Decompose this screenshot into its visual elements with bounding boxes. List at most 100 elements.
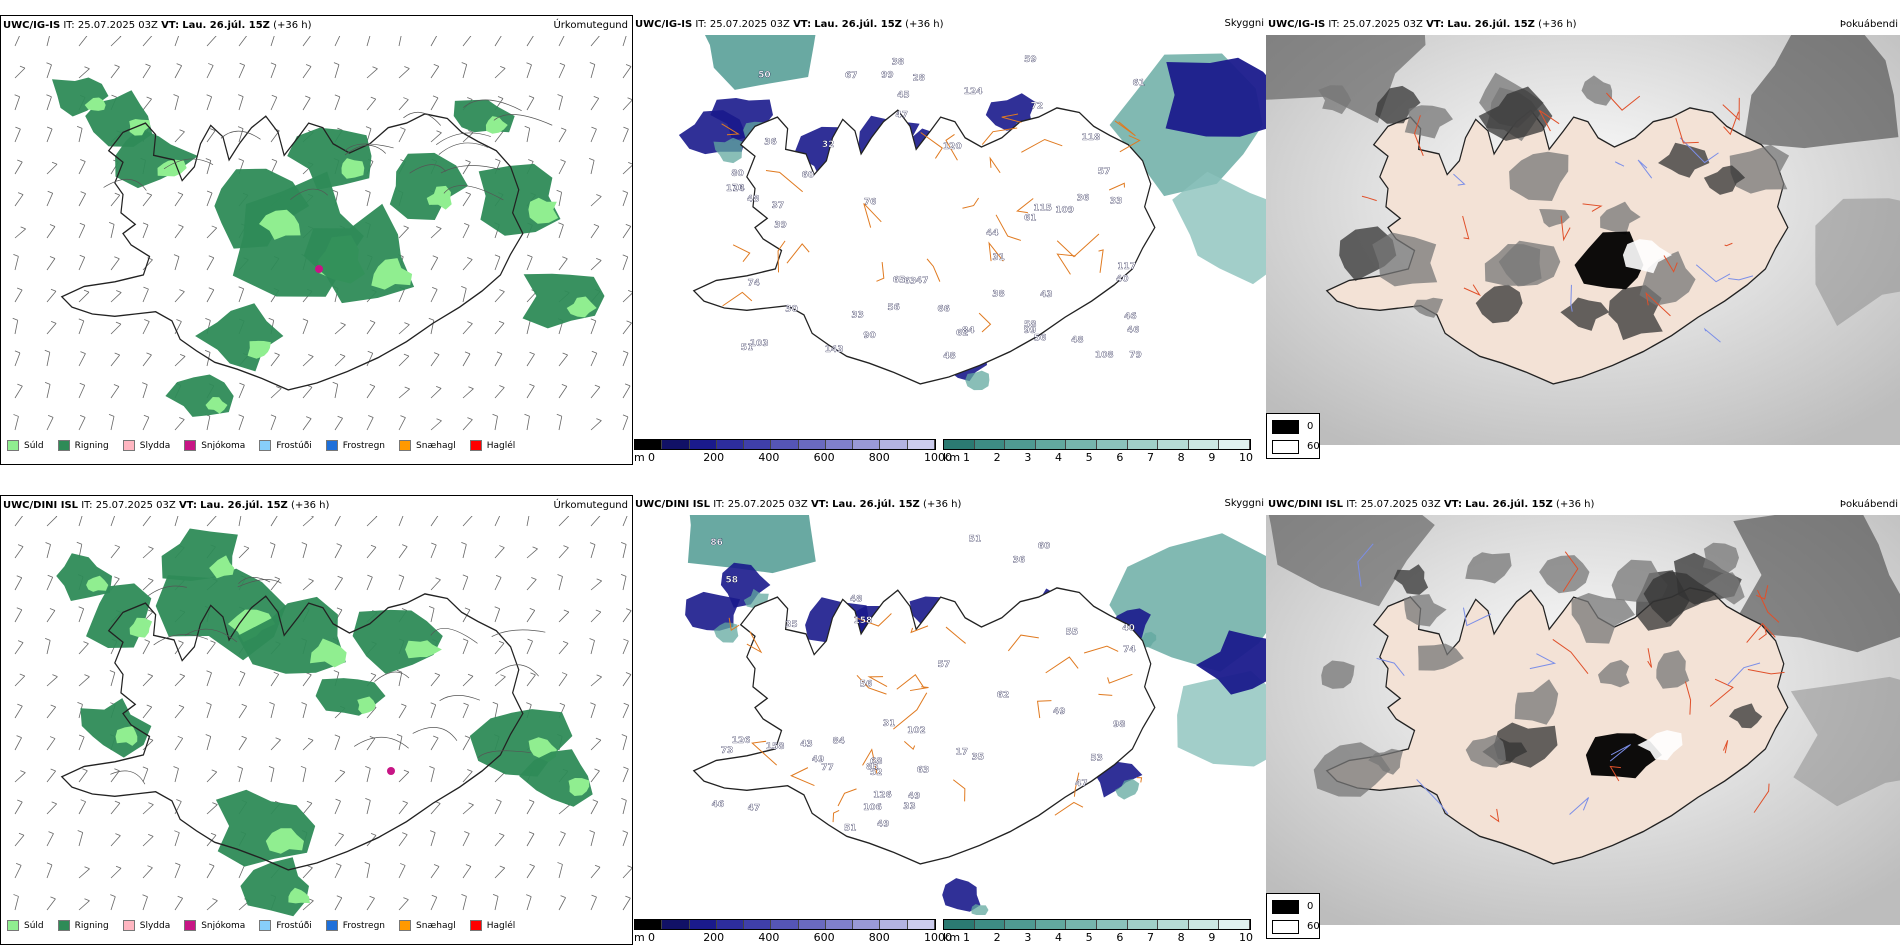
- wind-barb-flag: [237, 126, 244, 129]
- wind-barb: [46, 864, 53, 879]
- wind-barb: [494, 771, 506, 783]
- wind-barb-flag: [307, 737, 314, 741]
- fog-index-area: [1539, 555, 1590, 594]
- wind-barb-flag: [206, 702, 212, 706]
- colorbar-tick-label: 600: [813, 931, 835, 944]
- panel-header: UWC/IG-IS IT: 25.07.2025 03Z VT: Lau. 26…: [635, 19, 944, 30]
- wind-barb: [110, 416, 115, 431]
- wind-barb: [526, 516, 530, 527]
- wind-barb: [430, 544, 437, 559]
- cloud-base-label: 57: [938, 660, 951, 670]
- visibility-colorbar: km 1 2 3 4 5 6 7 8 9 10: [943, 915, 1263, 945]
- road-line: [1007, 634, 1039, 652]
- cloud-base-label: 73: [721, 746, 734, 756]
- cloud-base-label: 58: [725, 575, 738, 585]
- colorbar-strip: [634, 919, 936, 930]
- wind-barb: [366, 707, 377, 719]
- wind-barb: [110, 194, 121, 207]
- colorbar-tick-label: 6: [1116, 931, 1124, 944]
- road-line: [1056, 253, 1076, 275]
- road-line: [1663, 255, 1678, 273]
- contour-line: [345, 143, 394, 151]
- legend-item: Haglél: [469, 440, 515, 451]
- wind-barb: [398, 865, 406, 879]
- wind-barb: [206, 642, 216, 655]
- wind-barb-flag: [403, 97, 409, 100]
- wind-barb: [206, 257, 215, 271]
- wind-barb-flag: [110, 894, 116, 898]
- colorbar-unit: km: [943, 931, 961, 944]
- road-line: [896, 673, 925, 690]
- wind-barb: [206, 804, 218, 815]
- cloud-base-label: 49: [1053, 707, 1066, 717]
- legend-item: Frostregn: [325, 440, 385, 451]
- wind-barb-flag: [496, 799, 502, 802]
- colorbar-tick-label: 600: [813, 451, 835, 464]
- wind-barb: [334, 578, 343, 591]
- wind-barb-flag: [622, 190, 628, 194]
- legend-label: Rigning: [74, 920, 109, 931]
- rain-area: [165, 374, 234, 417]
- wind-barb-flag: [48, 831, 54, 834]
- wind-barb: [46, 36, 50, 47]
- colorbar-segment: [853, 920, 881, 929]
- wind-barb-flag: [20, 226, 26, 230]
- wind-barb: [366, 897, 375, 911]
- fog-visibility-area: [713, 622, 739, 643]
- wind-barb: [494, 130, 504, 143]
- wind-barb: [334, 36, 341, 47]
- contour-line: [491, 629, 546, 637]
- wind-barb: [174, 194, 184, 207]
- wind-barb-flag: [13, 894, 19, 897]
- wind-barb: [462, 323, 473, 335]
- wind-barb-flag: [560, 831, 566, 834]
- cloud-base-label: 103: [750, 339, 769, 349]
- wind-barb-flag: [528, 95, 535, 99]
- cloud-base-label: 47: [1075, 779, 1088, 789]
- wind-barb-flag: [268, 317, 274, 321]
- wind-barb-flag: [76, 125, 83, 129]
- wind-barb-flag: [115, 833, 121, 836]
- wind-barb: [302, 418, 312, 431]
- wind-barb: [590, 196, 602, 207]
- legend-label: Frostúði: [276, 920, 312, 931]
- wind-barb: [590, 160, 595, 175]
- wind-barb-flag: [528, 831, 535, 835]
- wind-barb-flag: [83, 641, 89, 645]
- wind-barb: [46, 898, 56, 911]
- colorbar-segment: [1066, 920, 1097, 929]
- wind-barb: [590, 386, 601, 399]
- wind-barb: [494, 676, 506, 687]
- wind-barb: [174, 675, 186, 687]
- wind-barb: [110, 802, 121, 815]
- wind-barb: [206, 736, 212, 751]
- river-line: [1453, 173, 1466, 186]
- wind-barb-flag: [77, 702, 83, 705]
- fog-legend-high: 60: [1307, 441, 1320, 452]
- wind-barb: [494, 801, 502, 815]
- cloud-base-labels: 63 49 35 86 40 51 60 47 49 58 17 68 43 36 49 51 55 47 57 77…: [710, 534, 1136, 833]
- fog-index-area: [1393, 564, 1429, 595]
- wind-barb-flag: [147, 673, 153, 677]
- wind-barb-flag: [14, 350, 21, 354]
- rain-area: [240, 857, 309, 917]
- wind-barb-flag: [44, 349, 50, 353]
- wind-barb: [174, 321, 182, 335]
- road-line: [721, 123, 740, 136]
- wind-barb-flag: [622, 830, 628, 834]
- wind-barb-flag: [179, 417, 185, 420]
- it-value: 25.07.2025 03Z: [95, 500, 176, 511]
- drizzle-area: [86, 575, 109, 592]
- wind-barb: [206, 900, 218, 911]
- wind-barb: [14, 865, 22, 879]
- cloud-base-label: 62: [956, 329, 969, 339]
- wind-barb: [526, 353, 535, 367]
- colorbar-tick-label: 8: [1177, 931, 1185, 944]
- wind-barb: [366, 576, 373, 591]
- colorbar-tick-label: 0: [648, 931, 655, 944]
- fog-map: [1266, 515, 1900, 925]
- legend-swatch: [259, 440, 272, 451]
- wind-barb-flag: [142, 382, 148, 386]
- wind-barb: [558, 833, 566, 847]
- colorbar-segment: [907, 920, 935, 929]
